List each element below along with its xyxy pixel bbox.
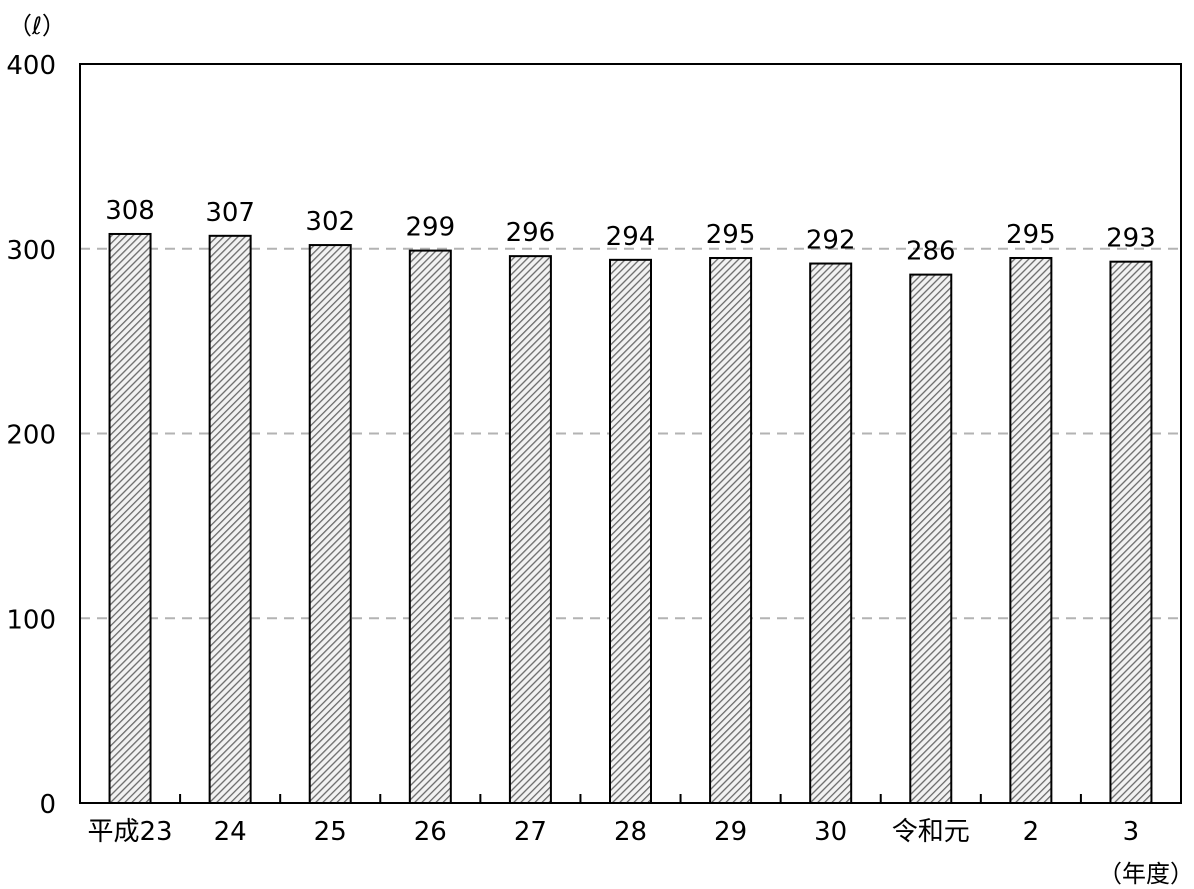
x-tick-label-1: 24 [214,817,247,847]
x-tick-label-5: 28 [614,817,647,847]
plot-area-frame [79,63,1182,804]
data-label-6: 295 [706,220,756,250]
x-tick-label-7: 30 [814,817,847,847]
x-tick-label-3: 26 [414,817,447,847]
y-axis-ticks: 0 100 200 300 400 [6,51,56,820]
x-tick-label-10: 3 [1123,817,1140,847]
data-label-1: 307 [205,198,255,228]
data-label-5: 294 [606,222,656,252]
x-tick-label-6: 29 [714,817,747,847]
data-label-2: 302 [305,207,355,237]
bar-2 [308,244,352,804]
bar-5 [609,258,652,804]
bar-3 [408,249,452,805]
bar-4 [508,255,552,804]
bar-9 [1009,256,1053,804]
data-label-3: 299 [405,213,455,243]
bar-8 [909,273,953,804]
data-label-10: 293 [1106,224,1156,254]
y-tick-label-300: 300 [6,236,56,266]
x-axis-ticks: 平成23 24 25 26 27 28 29 30 令和元 2 3 [87,794,1139,847]
x-tick-label-2: 25 [314,817,347,847]
data-label-9: 295 [1006,220,1056,250]
data-labels: 308 307 302 299 296 294 295 292 286 295 293 [105,196,1156,267]
data-label-0: 308 [105,196,155,226]
bar-10 [1109,260,1153,804]
y-tick-label-100: 100 [6,605,56,635]
bar-6 [709,256,753,804]
y-tick-label-200: 200 [6,421,56,451]
y-axis-unit-label: （ℓ） [8,12,66,40]
bar-1 [208,234,252,804]
x-tick-label-4: 27 [514,817,547,847]
data-label-4: 296 [506,218,556,248]
y-tick-label-0: 0 [39,790,56,820]
bar-7 [809,262,853,804]
x-tick-label-0: 平成23 [87,817,172,847]
x-tick-label-8: 令和元 [892,817,970,847]
bars [108,232,1153,805]
x-axis-unit-label: （年度） [1098,860,1194,888]
data-label-7: 292 [806,226,856,256]
y-tick-label-400: 400 [6,51,56,81]
data-label-8: 286 [906,237,956,267]
bar-0 [108,232,152,805]
x-tick-label-9: 2 [1023,817,1040,847]
